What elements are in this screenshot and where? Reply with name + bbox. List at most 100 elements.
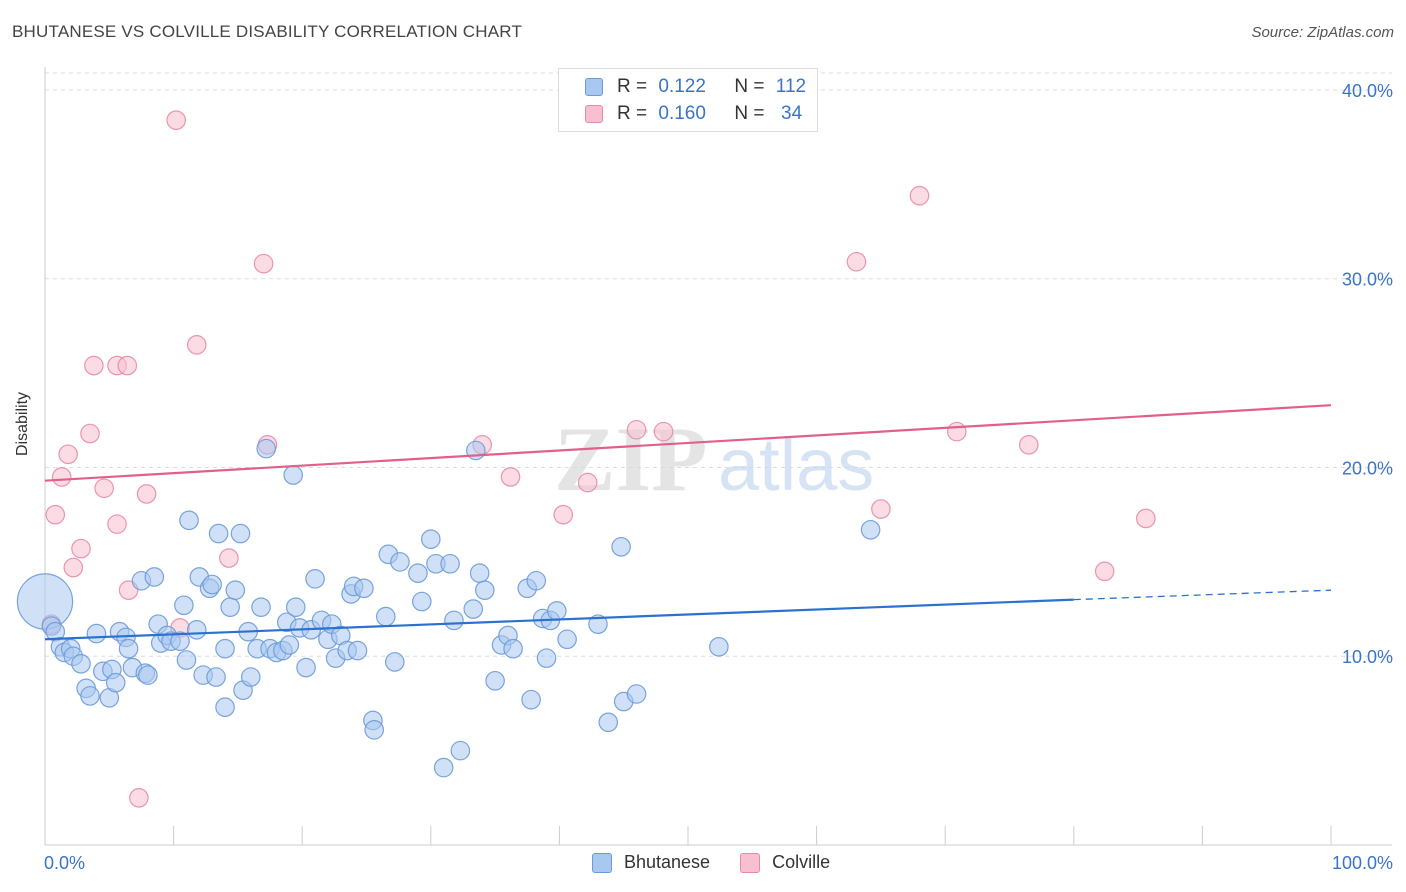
- r-label: R =: [617, 103, 648, 124]
- bhutanese-point: [547, 601, 567, 621]
- bhutanese-point: [860, 519, 881, 540]
- bhutanese-point: [279, 635, 300, 655]
- bhutanese-point: [450, 740, 471, 761]
- bhutanese-point: [384, 652, 405, 672]
- bhutanese-point: [709, 637, 729, 657]
- legend-item-colville: Colville: [740, 852, 830, 873]
- bhutanese-point: [71, 653, 91, 674]
- bhutanese-point: [144, 567, 165, 587]
- legend-row-colville: R = 0.160 N = 34: [585, 102, 802, 126]
- bhutanese-point: [202, 574, 222, 595]
- bhutanese-point: [375, 606, 396, 627]
- bhutanese-point: [305, 569, 325, 589]
- chart-title: BHUTANESE VS COLVILLE DISABILITY CORRELA…: [12, 22, 523, 41]
- colville-point: [653, 421, 674, 442]
- bhutanese-point: [466, 440, 486, 461]
- colville-point: [577, 472, 598, 493]
- colville-point: [253, 253, 274, 274]
- bhutanese-point: [354, 578, 374, 599]
- colville-point: [846, 251, 867, 272]
- bhutanese-trend-extension: [1073, 589, 1332, 601]
- bhutanese-point: [285, 597, 306, 617]
- colville-point: [71, 538, 91, 559]
- bhutanese-point: [440, 553, 460, 574]
- r-label: R =: [617, 76, 648, 97]
- bhutanese-point: [215, 638, 235, 659]
- series-legend: Bhutanese Colville: [592, 852, 860, 873]
- bhutanese-point: [138, 665, 158, 685]
- colville-point: [626, 419, 647, 440]
- colville-point: [51, 467, 72, 487]
- bhutanese-point: [598, 712, 619, 733]
- legend-label-bhutanese: Bhutanese: [624, 852, 711, 872]
- bhutanese-point: [208, 523, 229, 544]
- n-label: N =: [734, 76, 765, 97]
- bhutanese-point: [444, 610, 464, 631]
- bhutanese-point: [251, 597, 271, 617]
- colville-swatch: [740, 852, 761, 873]
- bhutanese-point: [347, 640, 368, 661]
- r-value: 0.122: [658, 76, 706, 97]
- bhutanese-point: [411, 591, 432, 612]
- colville-point: [946, 421, 967, 442]
- bhutanese-point: [186, 620, 207, 640]
- bhutanese-point: [557, 629, 577, 650]
- bhutanese-point: [296, 657, 316, 678]
- bhutanese-point: [176, 650, 197, 670]
- bhutanese-point: [626, 684, 647, 704]
- legend-row-bhutanese: R = 0.122 N = 112: [585, 75, 806, 99]
- colville-point: [129, 788, 149, 808]
- bhutanese-point: [588, 614, 608, 634]
- bhutanese-point: [206, 667, 226, 687]
- y-tick-label: 20.0%: [1342, 458, 1393, 478]
- bhutanese-point: [220, 597, 240, 617]
- legend-item-bhutanese: Bhutanese: [592, 852, 710, 873]
- bhutanese-point: [86, 623, 107, 644]
- y-tick-label: 10.0%: [1342, 647, 1393, 667]
- colville-point: [219, 548, 239, 568]
- colville-swatch: [585, 105, 603, 123]
- bhutanese-trend-line: [44, 598, 1074, 641]
- bhutanese-point: [283, 465, 303, 485]
- colville-point: [136, 484, 157, 504]
- bhutanese-point: [179, 510, 199, 531]
- bhutanese-point: [521, 689, 541, 710]
- n-label: N =: [734, 103, 765, 124]
- chart-source: Source: ZipAtlas.com: [1251, 24, 1394, 41]
- bhutanese-point: [485, 670, 505, 691]
- bhutanese-point: [463, 599, 484, 619]
- bhutanese-point: [240, 667, 261, 687]
- bhutanese-point: [420, 529, 441, 550]
- y-tick-label: 40.0%: [1342, 81, 1393, 101]
- colville-point: [553, 504, 574, 525]
- y-tick-label: 30.0%: [1342, 270, 1393, 290]
- bhutanese-point: [408, 563, 428, 583]
- colville-point: [58, 444, 78, 465]
- colville-point: [84, 355, 104, 376]
- correlation-legend: R = 0.122 N = 112 R = 0.160 N = 34: [558, 68, 818, 132]
- x-tick-label: 0.0%: [44, 853, 85, 873]
- bhutanese-point: [469, 563, 490, 583]
- colville-point: [186, 335, 207, 355]
- bhutanese-swatch: [592, 852, 612, 873]
- colville-point: [871, 499, 891, 519]
- colville-point: [107, 514, 127, 534]
- watermark-atlas: atlas: [718, 423, 874, 506]
- colville-point: [94, 478, 114, 499]
- n-value: 34: [775, 103, 803, 124]
- colville-point: [500, 467, 521, 487]
- x-tick-label: 100.0%: [1332, 853, 1393, 873]
- colville-point: [1018, 435, 1039, 455]
- colville-point: [63, 557, 84, 578]
- colville-point: [166, 110, 186, 130]
- colville-trend-line: [44, 404, 1332, 482]
- colville-point: [909, 185, 930, 206]
- colville-point: [1094, 561, 1115, 582]
- bhutanese-point: [390, 552, 410, 572]
- bhutanese-point: [80, 686, 100, 706]
- legend-label-colville: Colville: [772, 852, 831, 872]
- y-axis-label: Disability: [14, 391, 31, 456]
- bhutanese-point: [433, 757, 454, 778]
- bhutanese-swatch: [585, 78, 603, 96]
- n-value: 112: [775, 76, 807, 97]
